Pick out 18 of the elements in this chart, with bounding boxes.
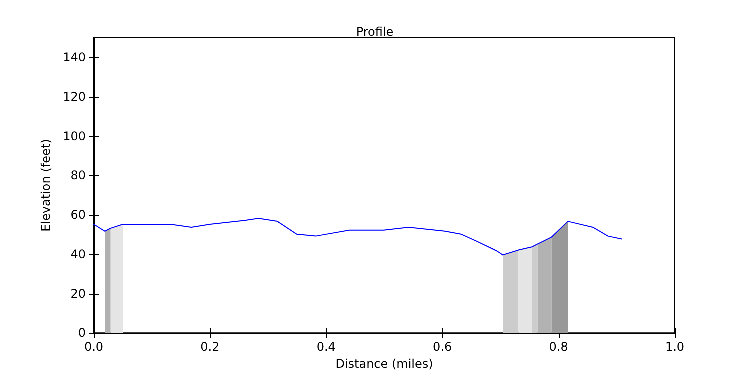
y-tick-label: 100 xyxy=(63,129,86,144)
chart-title: Profile xyxy=(356,25,394,39)
x-tick-label: 1.0 xyxy=(665,340,685,354)
y-tick-label: 60 xyxy=(70,208,86,222)
y-tick-label: 140 xyxy=(63,50,86,65)
x-tick-label: 0.4 xyxy=(316,340,336,354)
x-tick-label: 0.2 xyxy=(200,340,220,354)
x-tick-label: 0.6 xyxy=(433,340,452,354)
x-tick-label: 0.8 xyxy=(549,340,568,354)
line-series xyxy=(94,218,623,256)
x-tick-label: 0.0 xyxy=(84,340,104,354)
x-axis-title: Distance (miles) xyxy=(336,357,434,371)
y-tick-label: 80 xyxy=(70,168,86,183)
y-tick-label: 40 xyxy=(70,247,86,262)
y-tick-label: 120 xyxy=(63,90,86,104)
y-tick-label: 20 xyxy=(70,286,86,301)
y-axis-title: Elevation (feet) xyxy=(39,139,54,232)
y-tick-label: 0 xyxy=(78,326,86,340)
